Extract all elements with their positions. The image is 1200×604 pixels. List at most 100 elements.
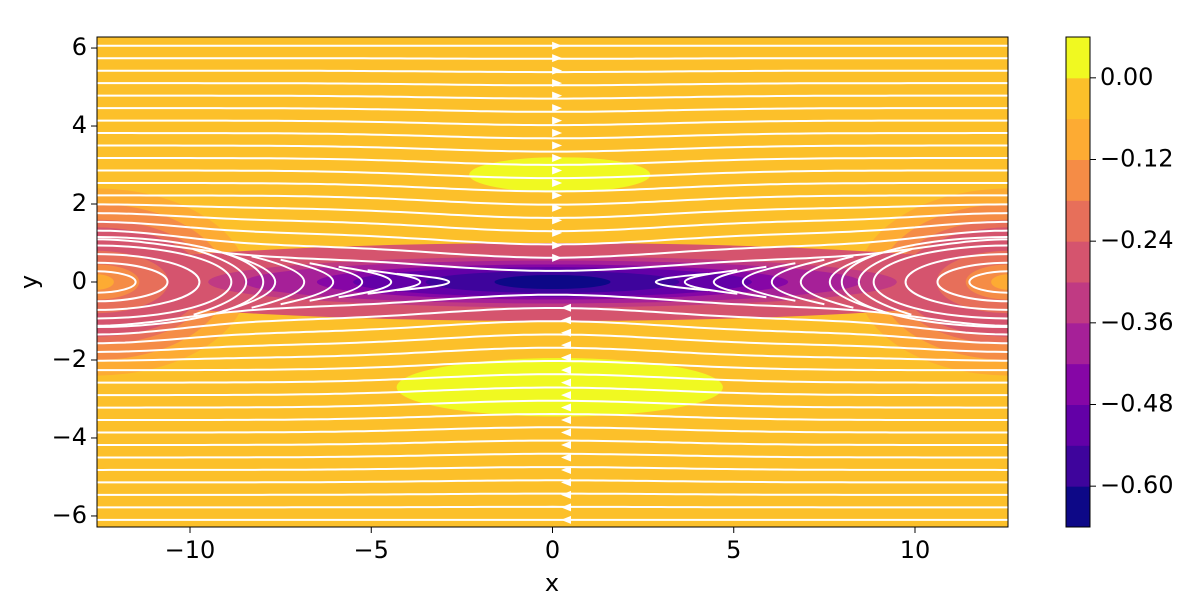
stream-arrow [552,91,563,100]
stream-arrow [552,41,563,50]
streamline [97,426,1008,434]
colorbar-tick-label: −0.24 [1100,226,1174,254]
y-tick-label: −4 [52,423,87,451]
colorbar-tick-label: −0.48 [1100,390,1174,418]
x-tick-label: 0 [545,536,560,564]
colorbar-tick-label: 0.00 [1100,63,1153,91]
streamline [97,194,1008,206]
streamline [97,132,1008,140]
y-axis-label: y [15,275,43,289]
colorbar-band [1066,241,1090,283]
y-tick-label: −6 [52,501,87,529]
streamline [97,320,1008,345]
stream-arrow [560,465,571,474]
colorbar-band [1066,445,1090,487]
colorbar-band [1066,486,1090,528]
contour-region [965,264,1008,300]
streamline [713,265,767,299]
colorbar-band [1066,282,1090,324]
stream-arrow [560,303,571,312]
colorbar-band [1066,404,1090,446]
streamline [97,253,201,311]
stream-arrow [560,403,571,412]
stream-arrow [552,166,563,175]
contour-region [494,274,611,290]
colorbar-band [1066,37,1090,79]
streamline [97,360,1008,372]
streamlines [97,41,1008,524]
colorbar-band [1066,159,1090,201]
streamline [904,253,1008,311]
streamline [800,255,854,309]
contour-region [469,157,651,193]
stream-arrow [552,191,563,200]
streamline [97,261,169,303]
streamline [655,272,709,292]
streamline [771,258,825,306]
stream-arrow [560,341,571,350]
colorbar-tick-label: −0.60 [1100,471,1174,499]
stream-arrow [552,153,563,162]
contour-region [97,274,114,290]
streamline [97,333,1008,353]
colorbar-band [1066,118,1090,160]
streamline [97,270,137,294]
streamline [97,244,233,320]
stream-arrow [560,428,571,437]
streamline [97,169,1008,180]
stream-arrow [560,316,571,325]
y-tick-label: −2 [52,345,87,373]
streamline [97,412,1008,421]
contour-region [97,264,140,300]
y-tick-label: 4 [72,111,87,139]
stream-arrow [560,353,571,362]
stream-arrow [560,478,571,487]
stream-arrow [560,440,571,449]
streamline [193,248,247,316]
stream-arrow [552,104,563,113]
streamline [97,373,1008,384]
streamline [97,346,1008,362]
streamline [97,144,1008,153]
streamline [251,255,305,309]
stream-arrow [560,378,571,387]
colorbar-tick-label: −0.12 [1100,145,1174,173]
streamline [97,220,1008,246]
streamline [872,244,1008,320]
stream-arrow [552,141,563,150]
streamline [222,251,276,313]
streamline [97,399,1008,409]
streamline [97,235,265,329]
streamline [97,492,1008,496]
colorbar-band [1066,363,1090,405]
colorbar-band [1066,200,1090,242]
streamline [97,386,1008,397]
stream-arrow [552,79,563,88]
streamline [968,270,1008,294]
contour-region [936,250,1008,314]
stream-arrow [560,328,571,337]
streamline [97,229,1008,259]
y-tick-label: 2 [72,189,87,217]
streamline [97,505,1008,509]
x-tick-label: −10 [165,536,216,564]
x-axis-label: x [545,569,559,597]
stream-arrow [552,203,563,212]
streamline [97,439,1008,446]
streamline [396,272,450,292]
streamline [338,265,392,299]
streamline [280,258,334,306]
stream-arrow [560,515,571,524]
streamline [936,261,1008,303]
colorbar-frame [1065,36,1091,528]
stream-arrow [560,503,571,512]
streamline [97,182,1008,193]
streamline [742,262,796,302]
contour-region [991,274,1008,290]
streamline [97,479,1008,484]
stream-arrow [552,66,563,75]
colorbar-tick-label: −0.36 [1100,308,1174,336]
streamline [97,119,1008,127]
streamline [97,466,1008,471]
streamline [97,238,1008,272]
